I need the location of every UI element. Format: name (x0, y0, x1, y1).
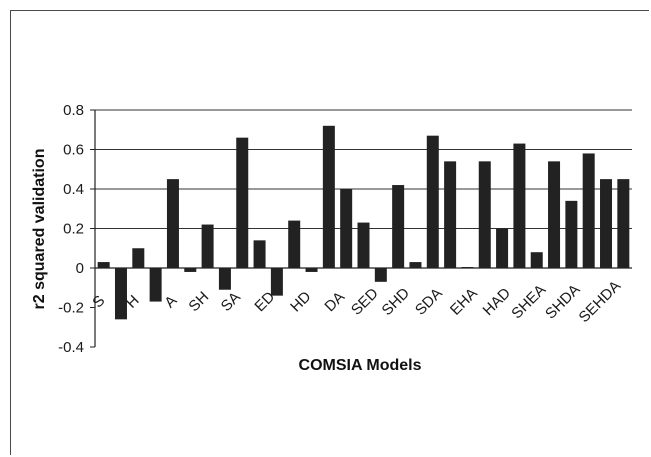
y-tick-label: -0.2 (58, 300, 84, 317)
x-category-label: SA (218, 289, 244, 315)
x-category-label: EHA (447, 285, 481, 319)
bar (444, 161, 457, 268)
bar (236, 137, 249, 268)
bar (548, 161, 561, 268)
bar (409, 262, 422, 268)
y-tick-label: 0 (76, 260, 84, 277)
bar (97, 262, 110, 268)
bar (132, 248, 145, 268)
x-category-label: SHD (379, 284, 414, 319)
bar (374, 268, 387, 282)
x-category-label: SHEA (508, 281, 549, 322)
bar (340, 189, 353, 268)
bar (478, 161, 491, 268)
bar (496, 228, 509, 268)
x-category-label: HAD (480, 284, 515, 319)
bar (305, 268, 318, 272)
bar (426, 135, 439, 268)
bars (97, 125, 630, 320)
bar (166, 179, 179, 268)
bar (114, 268, 127, 320)
x-category-label: SEHDA (576, 278, 625, 327)
bar (617, 179, 630, 268)
bar (184, 268, 197, 272)
x-category-label: A (161, 292, 180, 311)
bar (530, 252, 543, 268)
y-tick-label: 0.6 (63, 142, 84, 159)
x-category-label: SED (348, 285, 382, 319)
x-category-label: SDA (412, 285, 446, 319)
bar (357, 222, 370, 268)
bar (218, 268, 231, 290)
bar (149, 268, 162, 302)
y-tick-label: 0.2 (63, 221, 84, 238)
x-axis-title: COMSIA Models (299, 357, 422, 374)
x-category-label: S (89, 292, 108, 311)
bar (270, 268, 283, 296)
bar (565, 200, 578, 268)
x-category-label: DA (321, 288, 348, 315)
bar (600, 179, 613, 268)
axes (90, 109, 632, 348)
y-tick-labels: -0.4 -0.2 0 0.2 0.4 0.6 0.8 (58, 102, 84, 356)
x-category-label: SH (185, 288, 212, 315)
bar (513, 143, 526, 268)
bar (392, 185, 405, 268)
bar (582, 153, 595, 268)
y-tick-label: 0.4 (63, 181, 84, 198)
y-tick-label: 0.8 (63, 102, 84, 119)
chart-frame (10, 10, 649, 455)
bar (253, 240, 266, 268)
y-axis-title: r2 squared validation (31, 149, 48, 310)
bar (201, 224, 214, 268)
x-category-label: HD (287, 288, 314, 315)
bar (322, 125, 335, 268)
y-tick-label: -0.4 (58, 339, 84, 356)
bar (288, 220, 301, 268)
